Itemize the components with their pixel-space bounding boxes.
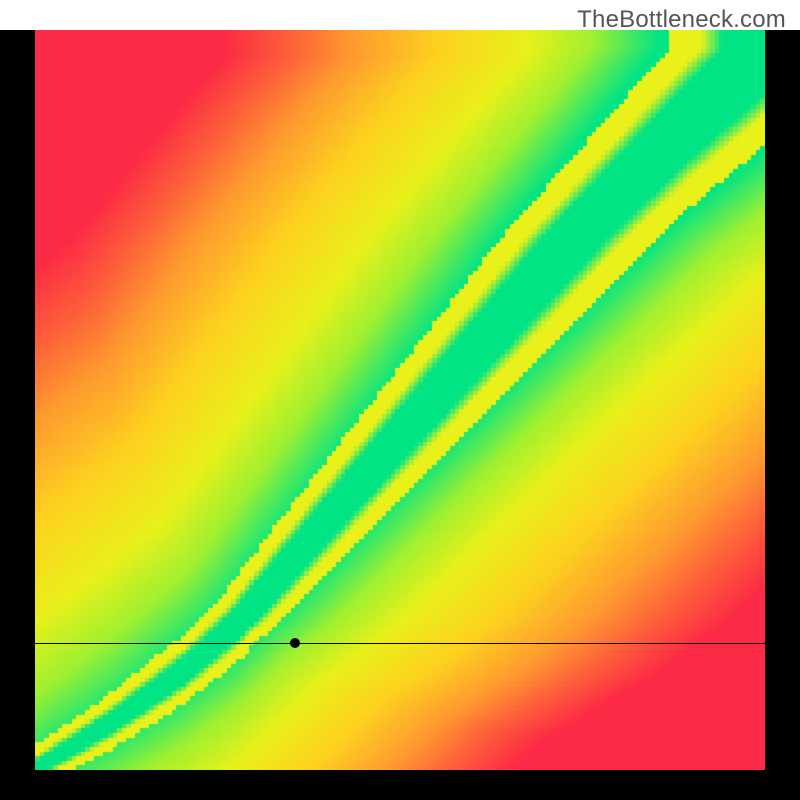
data-point-marker [290, 638, 300, 648]
heatmap-canvas [35, 30, 765, 770]
watermark-text: TheBottleneck.com [577, 6, 786, 34]
plot-area [35, 30, 765, 770]
chart-frame [0, 30, 800, 800]
crosshair-horizontal [35, 643, 765, 644]
chart-container: TheBottleneck.com [0, 0, 800, 800]
